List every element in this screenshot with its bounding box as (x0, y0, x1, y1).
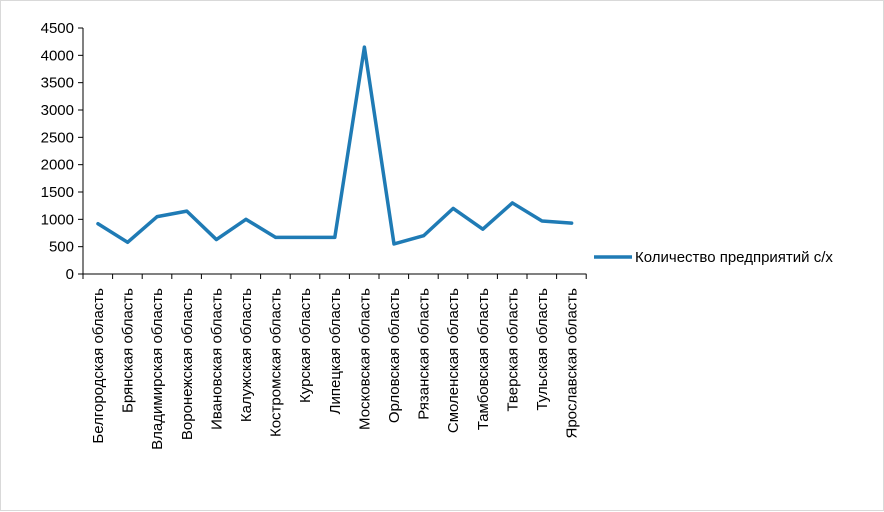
data-point (481, 227, 485, 231)
data-point (126, 240, 130, 244)
y-tick-label: 4000 (41, 47, 74, 64)
y-axis: 0 500 1000 1500 2000 2500 3000 3500 4000 4500 (41, 20, 84, 283)
x-category-label: Калужская область (238, 288, 255, 422)
data-point (392, 242, 396, 246)
data-point (274, 235, 278, 239)
x-category-label: Тамбовская область (475, 288, 492, 430)
y-tick-label: 2000 (41, 157, 74, 174)
x-category-label: Владимирская область (149, 288, 166, 450)
y-tick-label: 3500 (41, 75, 74, 92)
data-point (155, 215, 159, 219)
data-point (96, 222, 100, 226)
data-point (244, 217, 248, 221)
data-point (451, 206, 455, 210)
x-category-label: Белгородская область (90, 288, 107, 444)
x-category-label: Курская область (297, 288, 314, 403)
data-point (362, 45, 366, 49)
x-category-label: Костромская область (268, 288, 285, 437)
x-category-label: Воронежская область (179, 288, 196, 440)
y-tick-label: 4500 (41, 20, 74, 37)
x-category-label: Брянская область (120, 288, 137, 413)
x-category-label: Липецкая область (327, 288, 344, 415)
data-point (510, 201, 514, 205)
y-tick-label: 2500 (41, 129, 74, 146)
x-category-label: Московская область (356, 288, 373, 430)
series-line (96, 45, 574, 246)
data-point (333, 235, 337, 239)
x-category-label: Орловская область (386, 288, 403, 423)
y-tick-label: 1500 (41, 184, 74, 201)
data-point (185, 209, 189, 213)
data-point (303, 235, 307, 239)
data-point (422, 234, 426, 238)
x-category-label: Тверская область (504, 288, 521, 412)
data-point (570, 221, 574, 225)
y-tick-label: 0 (66, 266, 74, 283)
legend-label: Количество предприятий с/х (635, 249, 833, 266)
x-category-label: Смоленская область (445, 288, 462, 433)
data-point (214, 238, 218, 242)
x-category-label: Ивановская область (208, 288, 225, 430)
x-category-label: Ярославская область (564, 288, 581, 439)
y-tick-label: 500 (49, 239, 74, 256)
x-category-label: Рязанская область (416, 288, 433, 420)
legend: Количество предприятий с/х (594, 249, 833, 266)
x-category-label: Тульская область (534, 288, 551, 411)
series-layer (96, 45, 574, 246)
y-tick-label: 1000 (41, 211, 74, 228)
x-axis: Белгородская область Брянская область Влад… (82, 273, 587, 450)
data-point (540, 219, 544, 223)
y-tick-label: 3000 (41, 102, 74, 119)
